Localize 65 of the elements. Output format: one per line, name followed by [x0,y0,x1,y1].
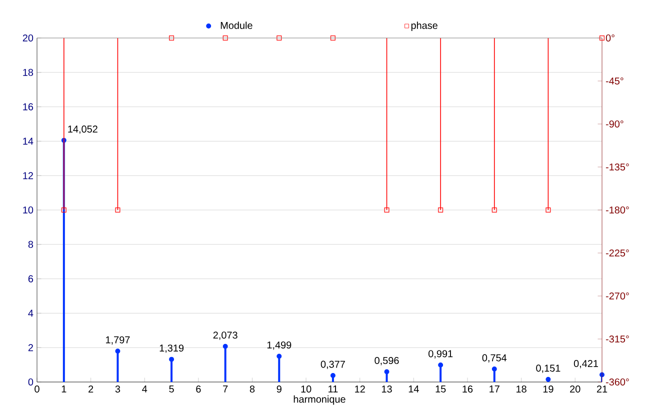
y2-tick-label: -315° [606,335,629,343]
x-tick-label: 13 [382,386,392,393]
y-tick-label: 12 [23,172,33,180]
data-label: 0,421 [574,360,598,368]
x-tick-label: 8 [250,386,255,393]
x-tick-label: 17 [490,386,500,392]
x-tick-label: 15 [436,386,446,392]
y2-tick-label: -360° [606,378,629,386]
y-tick-label: 10 [23,206,34,214]
point [276,354,282,359]
data-label: 0,377 [320,360,345,369]
y-tick-label: 18 [23,68,34,76]
x-tick-label: 6 [196,386,201,393]
x-tick-label: 1 [62,386,66,392]
x-tick-label: 0 [34,386,40,393]
x-tick-label: 14 [408,386,419,392]
y2-tick-label: -135° [606,163,629,171]
x-axis-title: harmonique [294,395,346,405]
data-label: 0,754 [482,354,507,363]
y-tick-label: 8 [28,240,34,248]
x-tick-label: 12 [355,386,365,392]
data-label: 1,319 [160,344,184,353]
y-tick-label: 20 [22,34,34,42]
point [222,344,228,349]
data-label: 2,073 [213,332,238,340]
x-tick-label: 3 [115,386,120,393]
data-label: 1,499 [267,341,292,350]
y-tick-label: 16 [23,103,34,110]
x-tick-label: 4 [142,386,148,392]
y2-tick-label: -90° [606,120,624,128]
x-tick-label: 19 [543,386,554,393]
legend-label: Module [220,22,252,29]
y-tick-label: 6 [28,275,34,282]
x-tick-label: 7 [223,386,228,392]
legend-label: phase [411,22,438,31]
x-tick-label: 11 [328,386,338,392]
point [330,373,336,378]
data-label: 0,151 [536,364,560,373]
data-label: 14,052 [68,126,98,134]
x-tick-label: 21 [596,386,608,392]
point [384,369,390,374]
x-tick-label: 16 [462,386,473,393]
point [169,356,174,362]
data-label: 1,797 [106,336,130,345]
data-label: 0,596 [374,357,399,366]
y-tick-label: 2 [28,344,33,352]
x-tick-label: 20 [570,386,580,393]
x-tick-label: 9 [276,386,282,393]
y2-tick-label: -45° [606,77,624,85]
y2-tick-label: -225° [606,249,629,257]
y-tick-label: 14 [23,138,34,145]
point [115,348,120,354]
y2-tick-label: -180° [606,206,629,214]
point [492,366,497,372]
data-label: 0,991 [428,350,453,358]
x-tick-label: 2 [88,386,94,392]
x-tick-label: 18 [516,386,526,393]
y-tick-label: 4 [28,310,34,317]
point [438,362,444,368]
point [546,376,551,382]
y-tick-label: 0 [28,378,34,386]
x-tick-label: 5 [169,386,174,392]
y2-tick-label: 0° [606,34,614,42]
y2-tick-label: -270° [606,292,629,300]
x-tick-label: 10 [301,386,312,393]
